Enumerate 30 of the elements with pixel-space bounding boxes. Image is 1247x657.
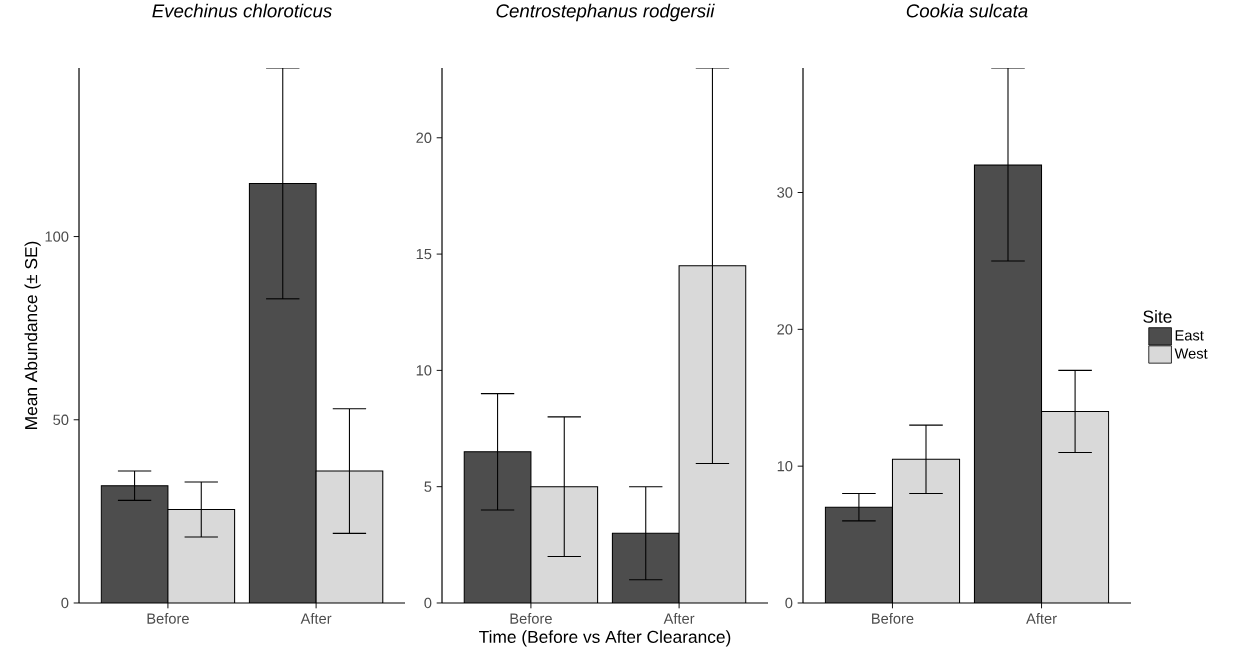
chart-title: Centrostephanus rodgersii	[496, 3, 715, 22]
bar	[248, 182, 317, 603]
legend-title: Site	[1143, 310, 1172, 323]
y-tick-label: 30	[777, 187, 793, 198]
y-tick-label: 0	[61, 597, 69, 609]
y-tick-label: 20	[777, 324, 793, 335]
bar	[973, 164, 1043, 603]
x-tick-label: Before	[872, 613, 914, 624]
bar	[825, 507, 893, 603]
y-tick-label: 0	[424, 597, 432, 609]
x-tick-label: After	[1026, 613, 1057, 624]
x-tick-label: Before	[510, 613, 552, 624]
x-axis-title: Time (Before vs After Clearance)	[479, 630, 731, 647]
bar	[101, 485, 168, 603]
y-tick-label: 5	[424, 481, 432, 492]
y-tick-label: 0	[785, 597, 793, 609]
legend-label: East	[1175, 330, 1204, 341]
chart-title: Evechinus chloroticus	[152, 3, 332, 18]
y-axis-title: Mean Abundance (± SE)	[24, 241, 41, 429]
y-tick-label: 10	[777, 460, 793, 472]
x-tick-label: Before	[147, 613, 189, 624]
x-tick-label: After	[300, 613, 332, 624]
chart-title: Cookia sulcata	[906, 3, 1028, 18]
y-tick-label: 50	[53, 414, 69, 425]
y-tick-label: 15	[416, 248, 432, 260]
y-tick-label: 20	[416, 132, 432, 143]
legend-label: West	[1174, 348, 1208, 359]
y-tick-label: 100	[45, 231, 69, 242]
x-tick-label: After	[663, 613, 695, 624]
y-tick-label: 10	[416, 365, 432, 376]
